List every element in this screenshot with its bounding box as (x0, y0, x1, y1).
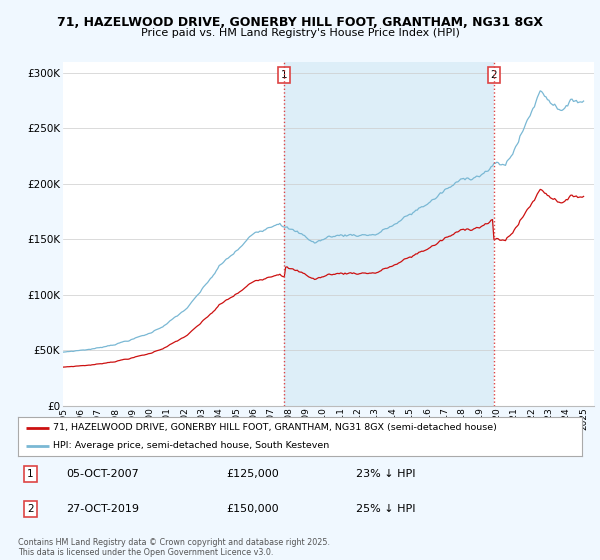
Text: £125,000: £125,000 (227, 469, 280, 479)
Text: Contains HM Land Registry data © Crown copyright and database right 2025.
This d: Contains HM Land Registry data © Crown c… (18, 538, 330, 557)
Text: 25% ↓ HPI: 25% ↓ HPI (356, 504, 416, 514)
Bar (284, 62, 494, 406)
Text: 23% ↓ HPI: 23% ↓ HPI (356, 469, 416, 479)
Text: 71, HAZELWOOD DRIVE, GONERBY HILL FOOT, GRANTHAM, NG31 8GX (semi-detached house): 71, HAZELWOOD DRIVE, GONERBY HILL FOOT, … (53, 423, 497, 432)
Text: HPI: Average price, semi-detached house, South Kesteven: HPI: Average price, semi-detached house,… (53, 441, 329, 450)
Text: 27-OCT-2019: 27-OCT-2019 (66, 504, 139, 514)
Text: 1: 1 (281, 70, 287, 80)
Text: 2: 2 (490, 70, 497, 80)
Text: 1: 1 (27, 469, 34, 479)
Text: £150,000: £150,000 (227, 504, 280, 514)
Text: 71, HAZELWOOD DRIVE, GONERBY HILL FOOT, GRANTHAM, NG31 8GX: 71, HAZELWOOD DRIVE, GONERBY HILL FOOT, … (57, 16, 543, 29)
Text: Price paid vs. HM Land Registry's House Price Index (HPI): Price paid vs. HM Land Registry's House … (140, 28, 460, 38)
Text: 05-OCT-2007: 05-OCT-2007 (66, 469, 139, 479)
Text: 2: 2 (27, 504, 34, 514)
